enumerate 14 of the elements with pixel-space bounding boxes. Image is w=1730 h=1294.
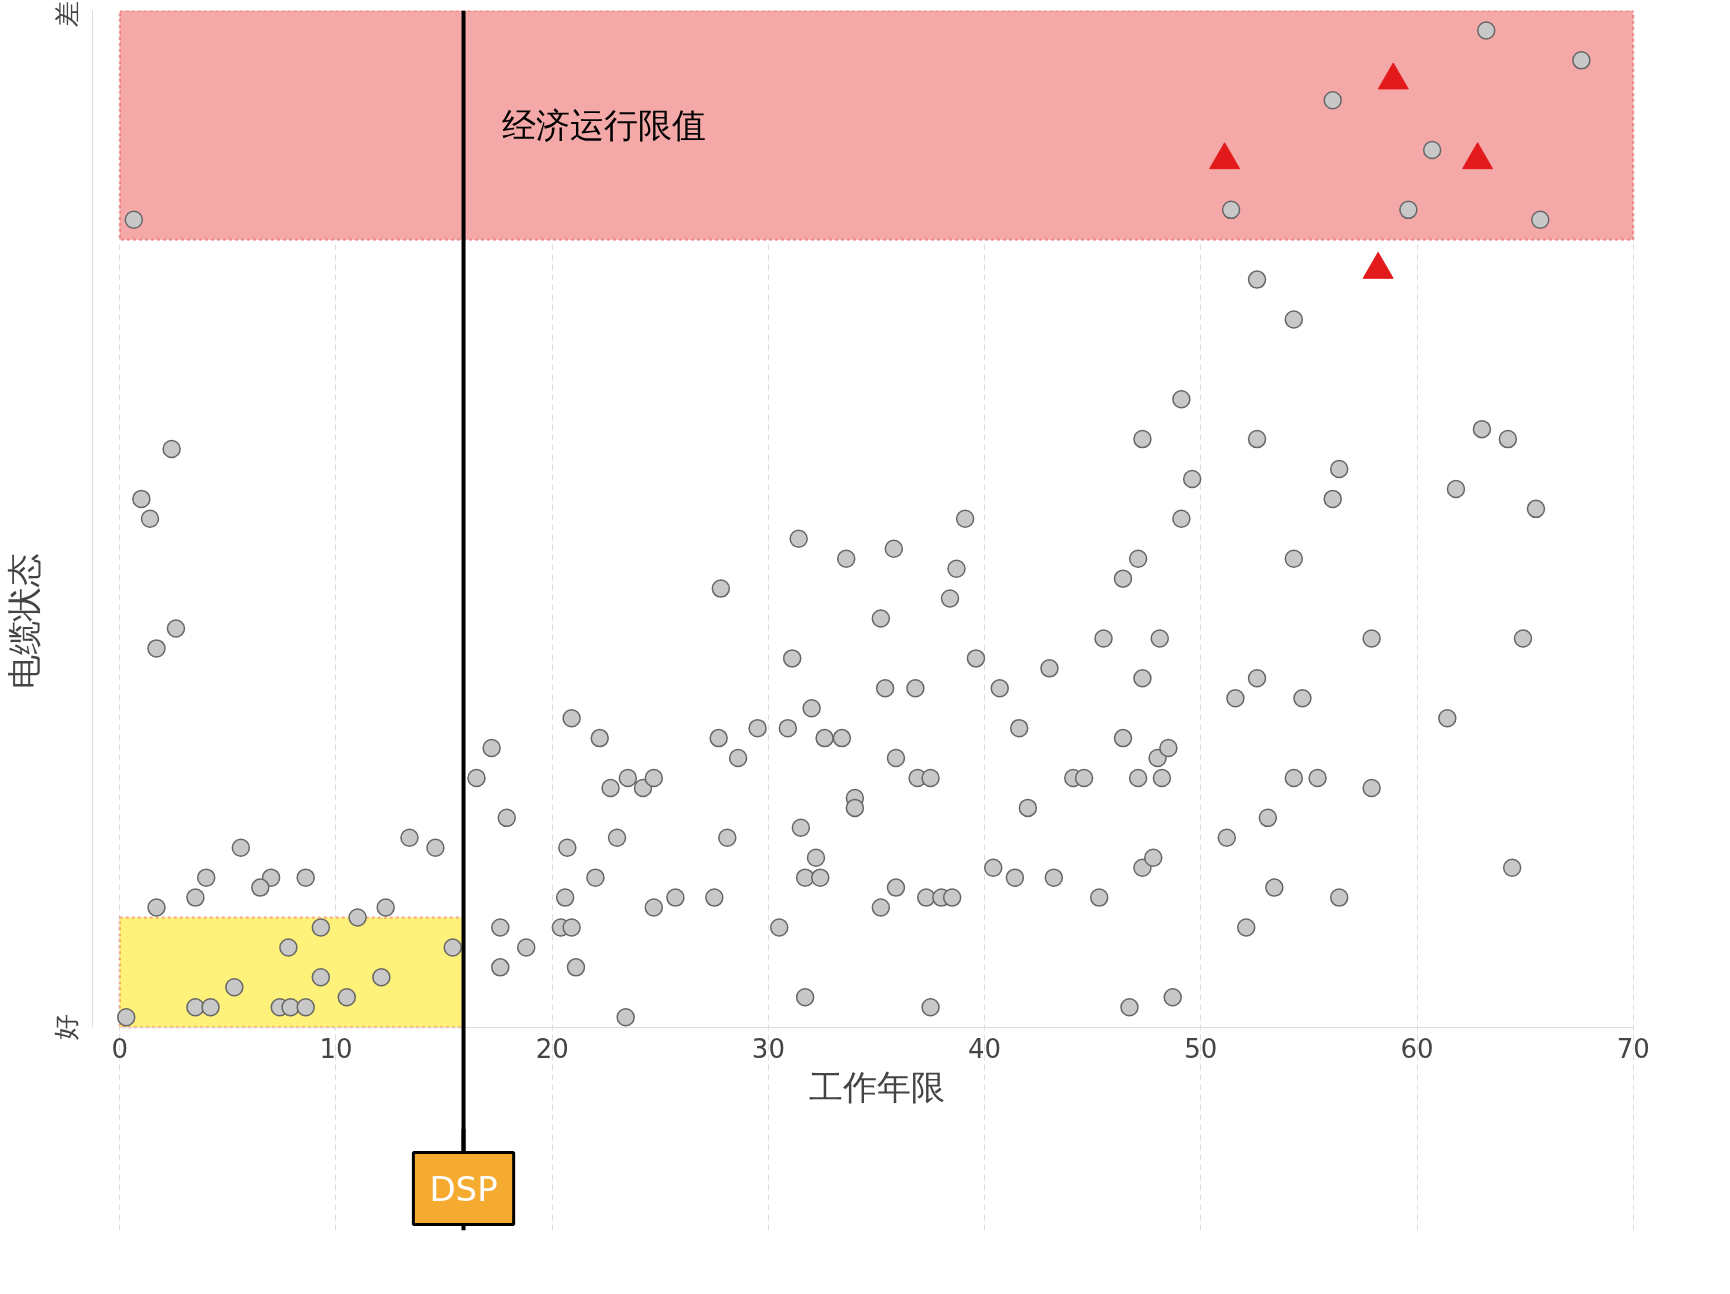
x-tick-label: 60 — [1400, 1034, 1434, 1065]
ref-line-label: DSP — [429, 1168, 498, 1209]
x-tick-label: 70 — [1616, 1034, 1650, 1065]
x-tick-label: 20 — [535, 1034, 569, 1065]
y-axis-title: 电缆状态 — [3, 552, 44, 689]
x-tick-label: 0 — [111, 1034, 129, 1065]
text: 差 — [51, 0, 82, 27]
x-tick-label: 10 — [319, 1034, 353, 1065]
x-tick-label: 30 — [751, 1034, 785, 1065]
x-tick-label: 50 — [1184, 1034, 1218, 1065]
x-axis-title: 工作年限 — [808, 1066, 945, 1107]
text: 好 — [51, 1014, 82, 1041]
band-label: 经济运行限值 — [502, 105, 707, 146]
x-tick-label: 40 — [968, 1034, 1002, 1065]
